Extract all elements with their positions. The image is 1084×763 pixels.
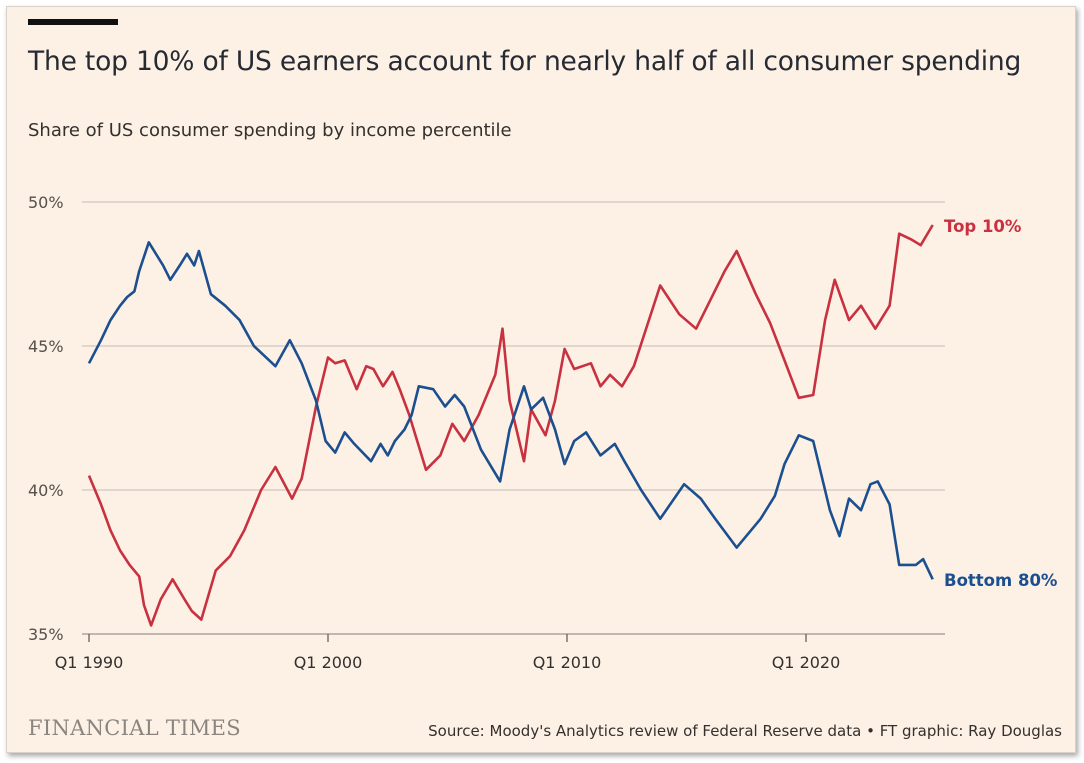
source-note: Source: Moody's Analytics review of Fede… bbox=[428, 722, 1062, 740]
chart-subtitle: Share of US consumer spending by income … bbox=[28, 120, 512, 141]
ft-header-bar bbox=[28, 19, 118, 25]
y-tick-label: 45% bbox=[28, 337, 64, 356]
x-tick-label: Q1 2010 bbox=[533, 653, 602, 672]
x-tick-label: Q1 2000 bbox=[294, 653, 363, 672]
series-label: Top 10% bbox=[944, 217, 1022, 236]
series-label: Bottom 80% bbox=[944, 571, 1058, 590]
chart-frame bbox=[6, 6, 1076, 753]
y-tick-label: 50% bbox=[28, 193, 64, 212]
chart-title: The top 10% of US earners account for ne… bbox=[28, 46, 1022, 77]
ft-logo: FINANCIAL TIMES bbox=[28, 716, 241, 740]
series-line-top-10 bbox=[87, 224, 934, 627]
x-tick-label: Q1 1990 bbox=[55, 653, 124, 672]
y-tick-label: 35% bbox=[28, 625, 64, 644]
series-line-bottom-80 bbox=[87, 241, 934, 580]
y-tick-label: 40% bbox=[28, 481, 64, 500]
x-tick-label: Q1 2020 bbox=[772, 653, 841, 672]
